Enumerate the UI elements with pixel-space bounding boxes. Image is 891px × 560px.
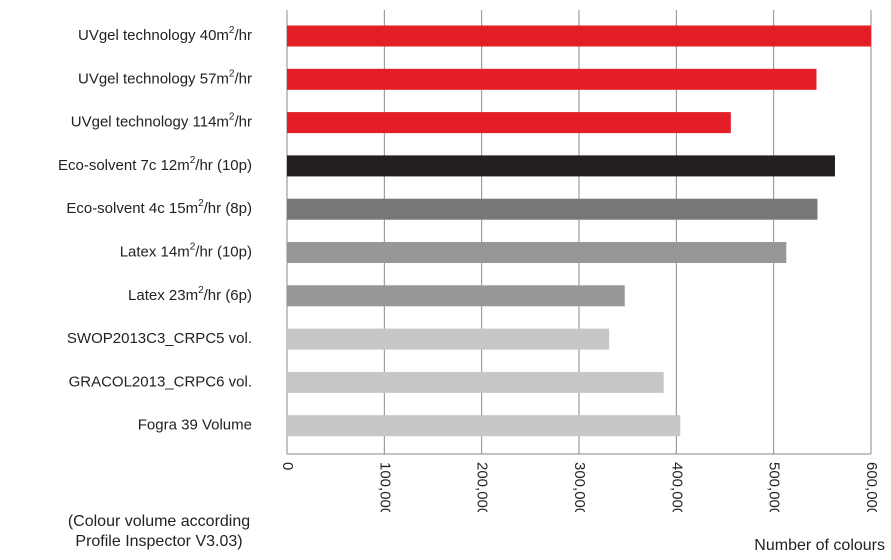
tick-label-0: 0 <box>279 462 296 470</box>
category-label-3: Eco-solvent 7c 12m2/hr (10p) <box>58 155 252 174</box>
tick-label-5: 500,000 <box>766 462 783 512</box>
category-label-9: Fogra 39 Volume <box>138 417 252 434</box>
category-label-7: SWOP2013C3_CRPC5 vol. <box>67 330 252 347</box>
bar-4 <box>287 198 818 220</box>
category-label-4: Eco-solvent 4c 15m2/hr (8p) <box>66 198 252 217</box>
category-label-0: UVgel technology 40m2/hr <box>78 25 252 44</box>
category-label-1: UVgel technology 57m2/hr <box>78 68 252 87</box>
category-label-2: UVgel technology 114m2/hr <box>71 112 252 131</box>
tick-label-6: 600,000 <box>863 462 880 512</box>
footnote-line-2: Profile Inspector V3.03) <box>75 533 243 550</box>
bar-1 <box>287 68 817 90</box>
bar-3 <box>287 155 835 177</box>
footnote: (Colour volume according Profile Inspect… <box>28 512 290 552</box>
bar-5 <box>287 242 787 263</box>
tick-label-2: 200,000 <box>474 462 491 512</box>
tick-label-4: 400,000 <box>668 462 685 512</box>
category-label-6: Latex 23m2/hr (6p) <box>128 285 252 304</box>
tick-label-3: 300,000 <box>571 462 588 512</box>
x-axis-label: Number of colours <box>754 537 885 554</box>
bar-9 <box>287 415 681 437</box>
bar-0 <box>287 25 871 47</box>
category-label-8: GRACOL2013_CRPC6 vol. <box>69 373 252 390</box>
category-label-5: Latex 14m2/hr (10p) <box>120 242 252 261</box>
bar-2 <box>287 112 731 134</box>
footnote-line-1: (Colour volume according <box>67 513 251 530</box>
bar-7 <box>287 328 610 350</box>
tick-label-1: 100,000 <box>376 462 393 512</box>
bar-8 <box>287 371 664 393</box>
bar-chart: UVgel technology 40m2/hr UVgel technology… <box>58 10 880 512</box>
bar-6 <box>287 285 625 307</box>
